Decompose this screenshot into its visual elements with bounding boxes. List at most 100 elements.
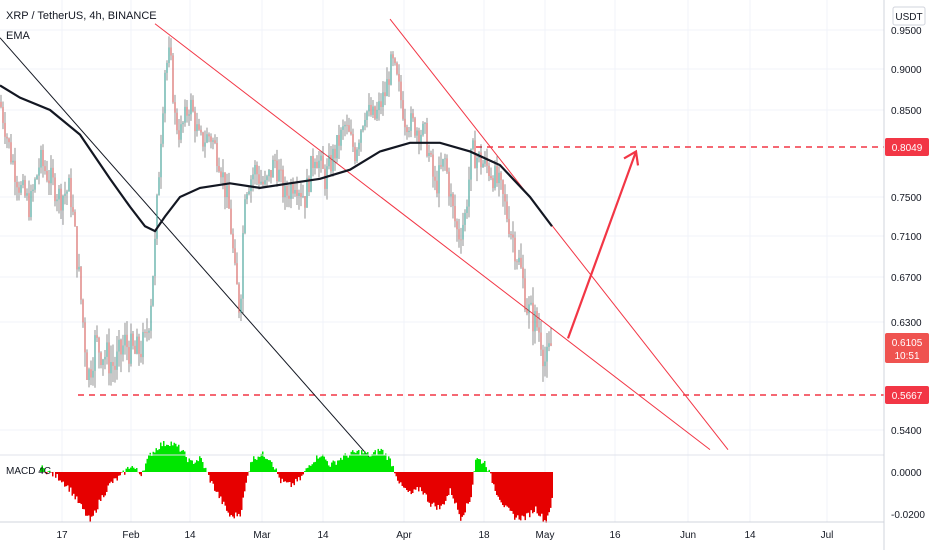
indicator-label[interactable]: EMA: [6, 30, 30, 42]
macd-bar: [475, 459, 477, 472]
candle-body: [388, 79, 390, 85]
macd-bar: [280, 472, 282, 484]
candle-body: [160, 143, 162, 178]
price-tick-label: 0.6700: [891, 273, 922, 284]
currency-box[interactable]: [892, 6, 926, 26]
candle-body: [438, 165, 440, 194]
macd-bar: [547, 472, 549, 516]
candle-body: [470, 148, 472, 180]
time-tick-label: 18: [478, 530, 490, 541]
candle-body: [250, 179, 252, 192]
macd-bar: [299, 472, 301, 481]
macd-bar: [271, 461, 273, 472]
macd-bar: [155, 448, 157, 472]
price-tick-label: 0.8500: [891, 106, 922, 117]
candle-body: [350, 131, 352, 135]
macd-bar: [242, 472, 244, 498]
candle-body: [476, 157, 478, 169]
candle-body: [62, 195, 64, 211]
macd-bar: [470, 472, 472, 498]
macd-bar: [278, 472, 280, 478]
candle-body: [530, 302, 532, 305]
candle-body: [114, 365, 116, 370]
macd-bar: [142, 470, 144, 472]
macd-bar: [110, 472, 112, 482]
candle-body: [2, 106, 4, 123]
macd-bar: [229, 472, 231, 517]
candle-body: [164, 72, 166, 114]
macd-bar: [86, 472, 88, 516]
macd-bar: [401, 472, 403, 486]
macd-bar: [127, 466, 129, 472]
candle-body: [4, 122, 6, 137]
macd-bar: [223, 472, 225, 502]
macd-bar: [245, 472, 247, 483]
macd-bar: [496, 472, 498, 496]
macd-bar: [331, 462, 333, 472]
candle-body: [236, 263, 238, 285]
candle-body: [156, 195, 158, 239]
macd-bar: [338, 460, 340, 472]
macd-bar: [196, 460, 198, 472]
macd-bar: [215, 472, 217, 492]
candle-body: [482, 163, 484, 168]
macd-bar: [472, 472, 474, 485]
macd-bar: [119, 472, 121, 476]
candle-body: [138, 336, 140, 354]
candle-body: [194, 111, 196, 132]
candle-body: [424, 122, 426, 124]
macd-bar: [218, 472, 220, 499]
macd-bar: [358, 450, 360, 472]
candle-body: [24, 180, 26, 196]
macd-bar: [230, 472, 232, 515]
price-axis[interactable]: 0.9500 0.9000 0.8500 0.7500 0.7100 0.6700 0.63…: [891, 26, 925, 521]
macd-bar: [449, 472, 451, 489]
candle-body: [154, 238, 156, 277]
macd-bar: [431, 472, 433, 504]
macd-bar: [370, 456, 372, 472]
candle-body: [100, 352, 102, 366]
projection-arrow: [566, 149, 640, 339]
candle-body: [148, 330, 150, 333]
candle-body: [304, 196, 306, 208]
time-tick-label: 17: [56, 530, 68, 541]
candle-body: [544, 361, 546, 367]
macd-bar: [277, 472, 279, 475]
macd-bar: [551, 472, 553, 498]
candle-body: [210, 136, 212, 142]
candle-body: [426, 122, 428, 156]
candle-body: [340, 129, 342, 146]
candle-body: [80, 266, 82, 300]
candle-body: [356, 149, 358, 162]
macd-bar: [172, 445, 174, 472]
candle-body: [204, 142, 206, 147]
candle-body: [374, 106, 376, 119]
macd-bar: [236, 472, 238, 517]
macd-bar: [353, 452, 355, 472]
macd-bar: [298, 472, 300, 478]
candle-body: [434, 176, 436, 181]
macd-bar: [430, 472, 432, 507]
macd-bar: [43, 468, 45, 472]
candle-body: [354, 146, 356, 162]
macd-bar: [436, 472, 438, 510]
time-tick-label: 16: [609, 530, 621, 541]
time-axis[interactable]: 17 Feb 14 Mar 14 Apr 18 May 16 Jun 14 Jul: [56, 530, 833, 541]
macd-bar: [394, 472, 396, 474]
macd-bar: [109, 472, 111, 484]
candle-body: [488, 165, 490, 177]
trendlines: [0, 18, 729, 470]
macd-bar: [484, 460, 486, 472]
candle-body: [146, 332, 148, 334]
candle-body: [436, 180, 438, 194]
macd-bar: [413, 472, 415, 490]
macd-bar: [439, 472, 441, 510]
macd-bar: [275, 468, 277, 472]
macd-bar: [463, 472, 465, 516]
macd-bar: [343, 455, 345, 472]
macd-bar: [536, 472, 538, 514]
candle-body: [102, 359, 104, 366]
candle-body: [548, 343, 550, 347]
price-tags: 0.8049 0.5667 0.6105 10:51: [885, 138, 929, 404]
